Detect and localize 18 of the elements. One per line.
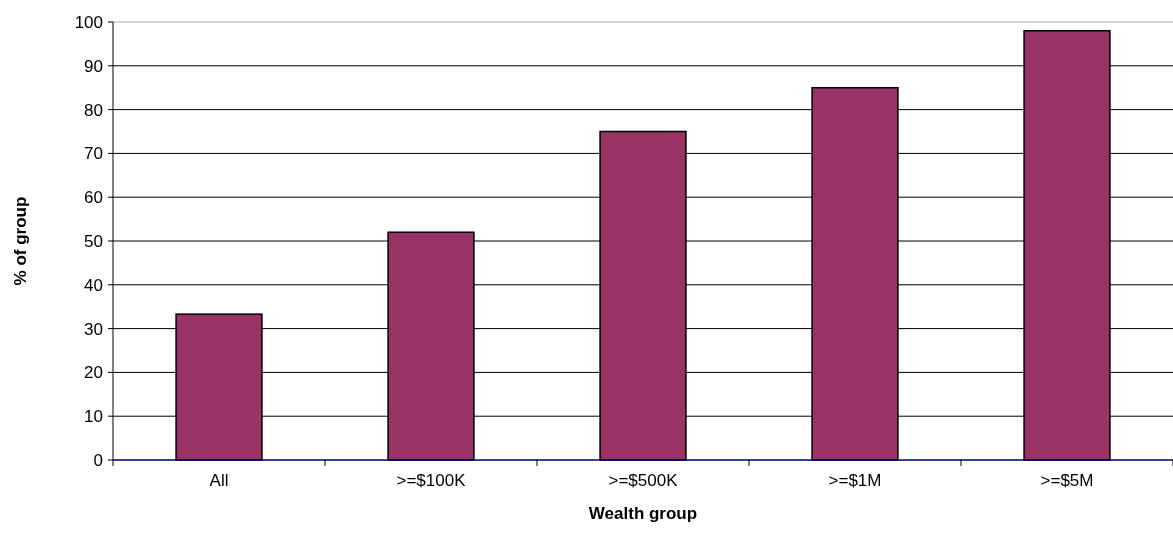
y-tick-label: 90: [84, 56, 103, 76]
y-tick-label: 30: [84, 319, 103, 339]
x-axis-title: Wealth group: [588, 504, 698, 523]
y-tick-label: 50: [84, 231, 103, 251]
x-tick-label: >=$100K: [396, 471, 467, 490]
y-tick-label: 80: [84, 100, 103, 120]
y-tick-label: 20: [84, 363, 103, 383]
y-tick-label: 70: [84, 144, 103, 164]
x-tick-label: All: [209, 471, 229, 490]
x-tick-label: >=$1M: [828, 471, 882, 490]
y-tick-label: 10: [84, 407, 103, 427]
y-axis-title: % of group: [11, 196, 30, 286]
y-tick-label: 0: [93, 450, 103, 470]
x-tick-label: >=$500K: [608, 471, 679, 490]
y-tick-label: 60: [84, 188, 103, 208]
y-tick-label: 40: [84, 275, 103, 295]
y-tick-label: 100: [74, 12, 103, 32]
x-tick-label: >=$5M: [1040, 471, 1094, 490]
